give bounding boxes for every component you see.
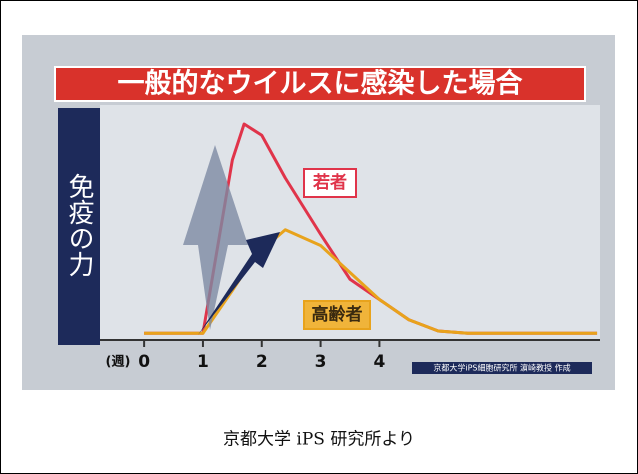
- credit: 京都大学iPS細胞研究所 濵崎教授 作成: [433, 363, 570, 373]
- caption: 京都大学 iPS 研究所より: [223, 430, 415, 450]
- chart: 一般的なウイルスに感染した場合 免疫の力 (週) 京都大学iPS細胞研究所 濵崎…: [0, 0, 638, 474]
- x-tick-label: 2: [256, 352, 268, 372]
- x-axis-label: (週): [106, 355, 131, 370]
- x-tick-label: 0: [138, 352, 150, 372]
- legend-label: 高齢者: [312, 304, 363, 325]
- x-tick-label: 4: [373, 352, 385, 372]
- chart-title: 一般的なウイルスに感染した場合: [118, 68, 523, 100]
- legend-label: 若者: [312, 172, 347, 193]
- x-tick-label: 1: [197, 352, 209, 372]
- x-tick-label: 3: [315, 352, 327, 372]
- y-axis-label: 免疫の力: [64, 173, 94, 277]
